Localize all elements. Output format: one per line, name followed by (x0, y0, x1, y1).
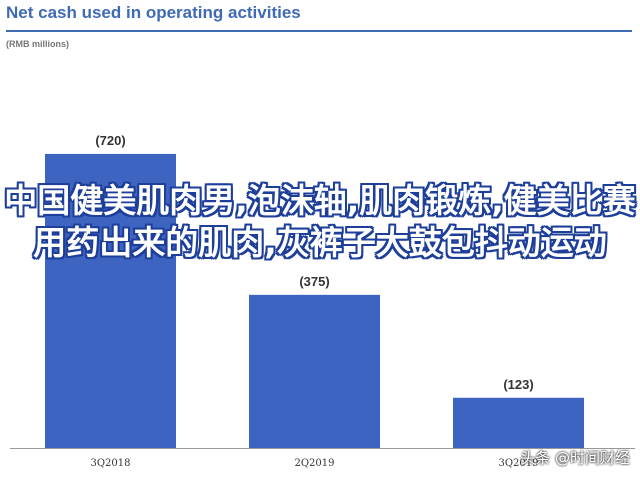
chart-subtitle: (RMB millions) (6, 39, 69, 49)
bar-3Q2018 (45, 153, 176, 449)
x-tick-label-2Q2019: 2Q2019 (294, 458, 334, 469)
x-tick-label-3Q2019: 3Q2019 (498, 458, 538, 469)
bar-2Q2019 (249, 294, 380, 448)
chart-title: Net cash used in operating activities (6, 3, 301, 22)
watermark: 头条 @时间财经 (520, 449, 630, 467)
title-rule (6, 30, 632, 32)
bar-3Q2019 (453, 397, 584, 448)
data-label-3Q2019: (123) (503, 377, 533, 392)
data-label-2Q2019: (375) (299, 274, 329, 289)
data-label-3Q2018: (720) (95, 133, 125, 148)
x-tick-label-3Q2018: 3Q2018 (90, 458, 130, 469)
